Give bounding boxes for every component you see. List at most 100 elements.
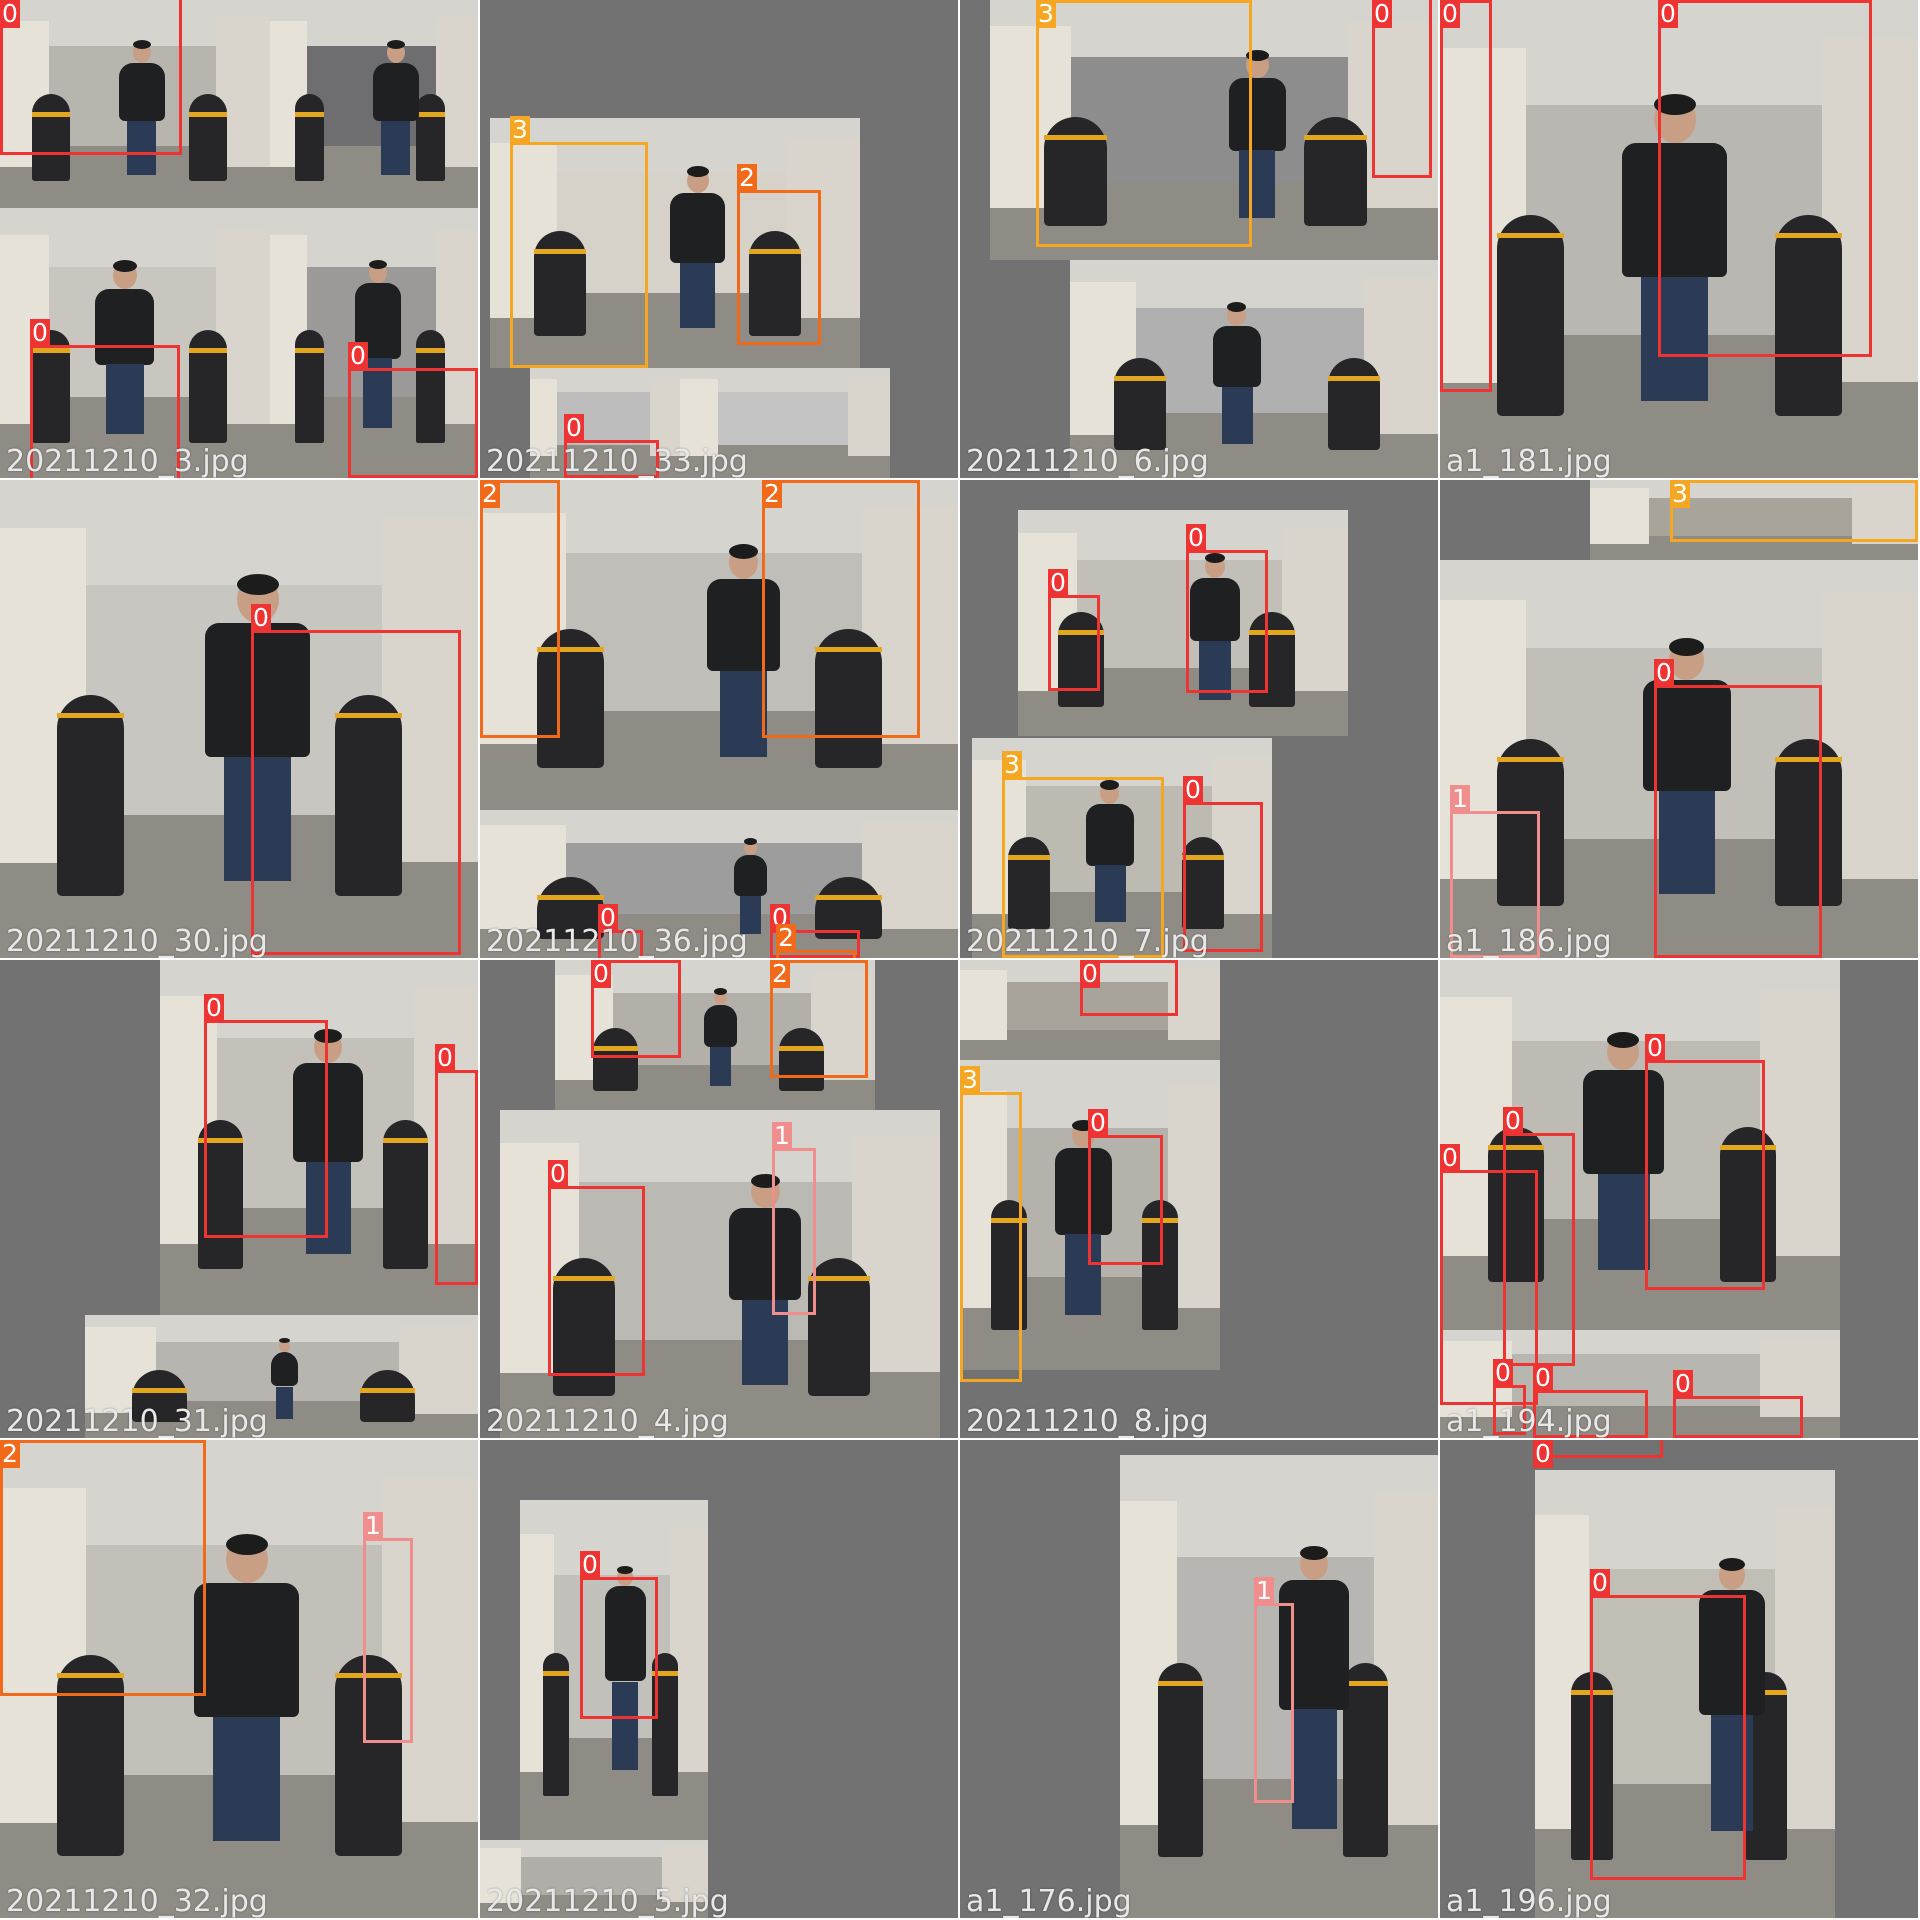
detection-box [1440, 0, 1492, 392]
mosaic-tile: 1 a1_176.jpg [960, 1440, 1438, 1918]
gate-stripe [537, 895, 604, 900]
detection-box [564, 440, 659, 478]
class-label: 2 [480, 480, 500, 508]
class-label: 0 [1673, 1369, 1693, 1398]
photo-crop [0, 1440, 478, 1918]
photo-crop [0, 208, 270, 478]
person-figure [1055, 1120, 1112, 1339]
gate-stripe [1328, 376, 1380, 381]
class-label: 0 [1533, 1440, 1553, 1468]
class-label: 0 [1590, 1568, 1610, 1597]
detection-box [1503, 1133, 1575, 1366]
gate-stripe [1488, 1145, 1544, 1150]
class-label: 0 [1186, 523, 1206, 552]
person-jacket [734, 855, 767, 896]
turnstile-gate [57, 1655, 124, 1856]
gate-stripe [1720, 1145, 1776, 1150]
detection-box [591, 960, 681, 1058]
turnstile-gate [808, 1258, 870, 1396]
person-jacket [1279, 1580, 1349, 1710]
person-legs [1239, 150, 1275, 218]
gate-stripe [543, 1671, 569, 1676]
person-hair [113, 260, 137, 272]
photo-crop [530, 368, 680, 478]
person-hair [617, 1566, 633, 1574]
person-figure [704, 988, 737, 1095]
person-figure [1583, 1032, 1664, 1293]
class-label: 1 [772, 1121, 792, 1150]
class-label: 3 [1002, 750, 1022, 779]
turnstile-gate [1497, 739, 1564, 906]
person-jacket [1583, 1070, 1664, 1174]
detection-box [1673, 1396, 1803, 1438]
class-label: 2 [770, 960, 790, 988]
class-label: 0 [204, 993, 224, 1022]
class-label: 0 [348, 341, 368, 370]
person-legs [1065, 1234, 1101, 1315]
person-hair [279, 1338, 290, 1343]
detection-box [251, 630, 461, 955]
filename-caption: 20211210_5.jpg [486, 1884, 729, 1918]
mosaic-tile: 0 3 0 20211210_8.jpg [960, 960, 1438, 1438]
turnstile-gate [1008, 837, 1050, 929]
mosaic-tile: 3 0 1 a1_186.jpg [1440, 480, 1918, 958]
turnstile-gate [295, 330, 324, 443]
gate-stripe [991, 1218, 1027, 1223]
person-figure [605, 1566, 646, 1806]
class-label: 1 [1254, 1576, 1274, 1605]
turnstile-gate [416, 330, 445, 443]
person-jacket [707, 579, 780, 671]
turnstile-gate [32, 330, 70, 443]
filename-caption: 20211210_31.jpg [6, 1404, 268, 1438]
gate-stripe [198, 1138, 243, 1143]
turnstile-gate [749, 231, 801, 336]
gate-stripe [57, 1673, 124, 1678]
person-figure [1699, 1558, 1765, 1874]
turnstile-gate [1775, 215, 1842, 416]
gate-stripe [189, 348, 227, 353]
gate-stripe [57, 713, 124, 718]
class-label: 0 [1493, 1358, 1513, 1387]
person-hair [133, 40, 151, 49]
wall-panel [480, 1848, 521, 1903]
mosaic-tile: 3 2 0 20211210_33.jpg [480, 0, 958, 478]
detection-box [0, 0, 182, 155]
person-jacket [1086, 804, 1134, 866]
person-hair [687, 166, 709, 177]
person-hair [387, 40, 405, 49]
gate-stripe [416, 112, 445, 117]
photo-crop [480, 1840, 708, 1918]
gate-stripe [132, 1388, 187, 1393]
turnstile-gate [1158, 1663, 1203, 1857]
ceiling-region [480, 1840, 708, 1857]
gate-stripe [1775, 233, 1842, 238]
person-legs [740, 896, 761, 934]
mosaic-tile: 0 0 3 0 20211210_7.jpg [960, 480, 1438, 958]
turnstile-gate [1304, 117, 1367, 226]
detection-box [772, 1148, 816, 1315]
detection-box [1590, 1595, 1746, 1880]
person-legs [1641, 277, 1708, 401]
person-jacket [729, 1208, 801, 1300]
wall-panel [680, 379, 718, 456]
person-legs [612, 1682, 638, 1770]
person-jacket [704, 1005, 737, 1047]
detection-box [1183, 802, 1263, 952]
class-label: 0 [564, 413, 584, 442]
person-hair [1246, 50, 1269, 61]
wall-panel [1852, 486, 1918, 544]
turnstile-gate [335, 695, 402, 896]
gate-stripe [295, 112, 324, 117]
class-label: 0 [435, 1043, 455, 1072]
class-label: 3 [1036, 0, 1056, 28]
gate-stripe [416, 348, 445, 353]
turnstile-gate [543, 1653, 569, 1796]
mosaic-tile: 0 0 0 0 0 0 a1_194.jpg [1440, 960, 1918, 1438]
gate-stripe [537, 647, 604, 652]
wall-panel [662, 1846, 708, 1902]
gate-stripe [808, 1276, 870, 1281]
person-figure [119, 40, 165, 188]
photo-crop [990, 0, 1438, 260]
person-figure [1279, 1546, 1349, 1872]
